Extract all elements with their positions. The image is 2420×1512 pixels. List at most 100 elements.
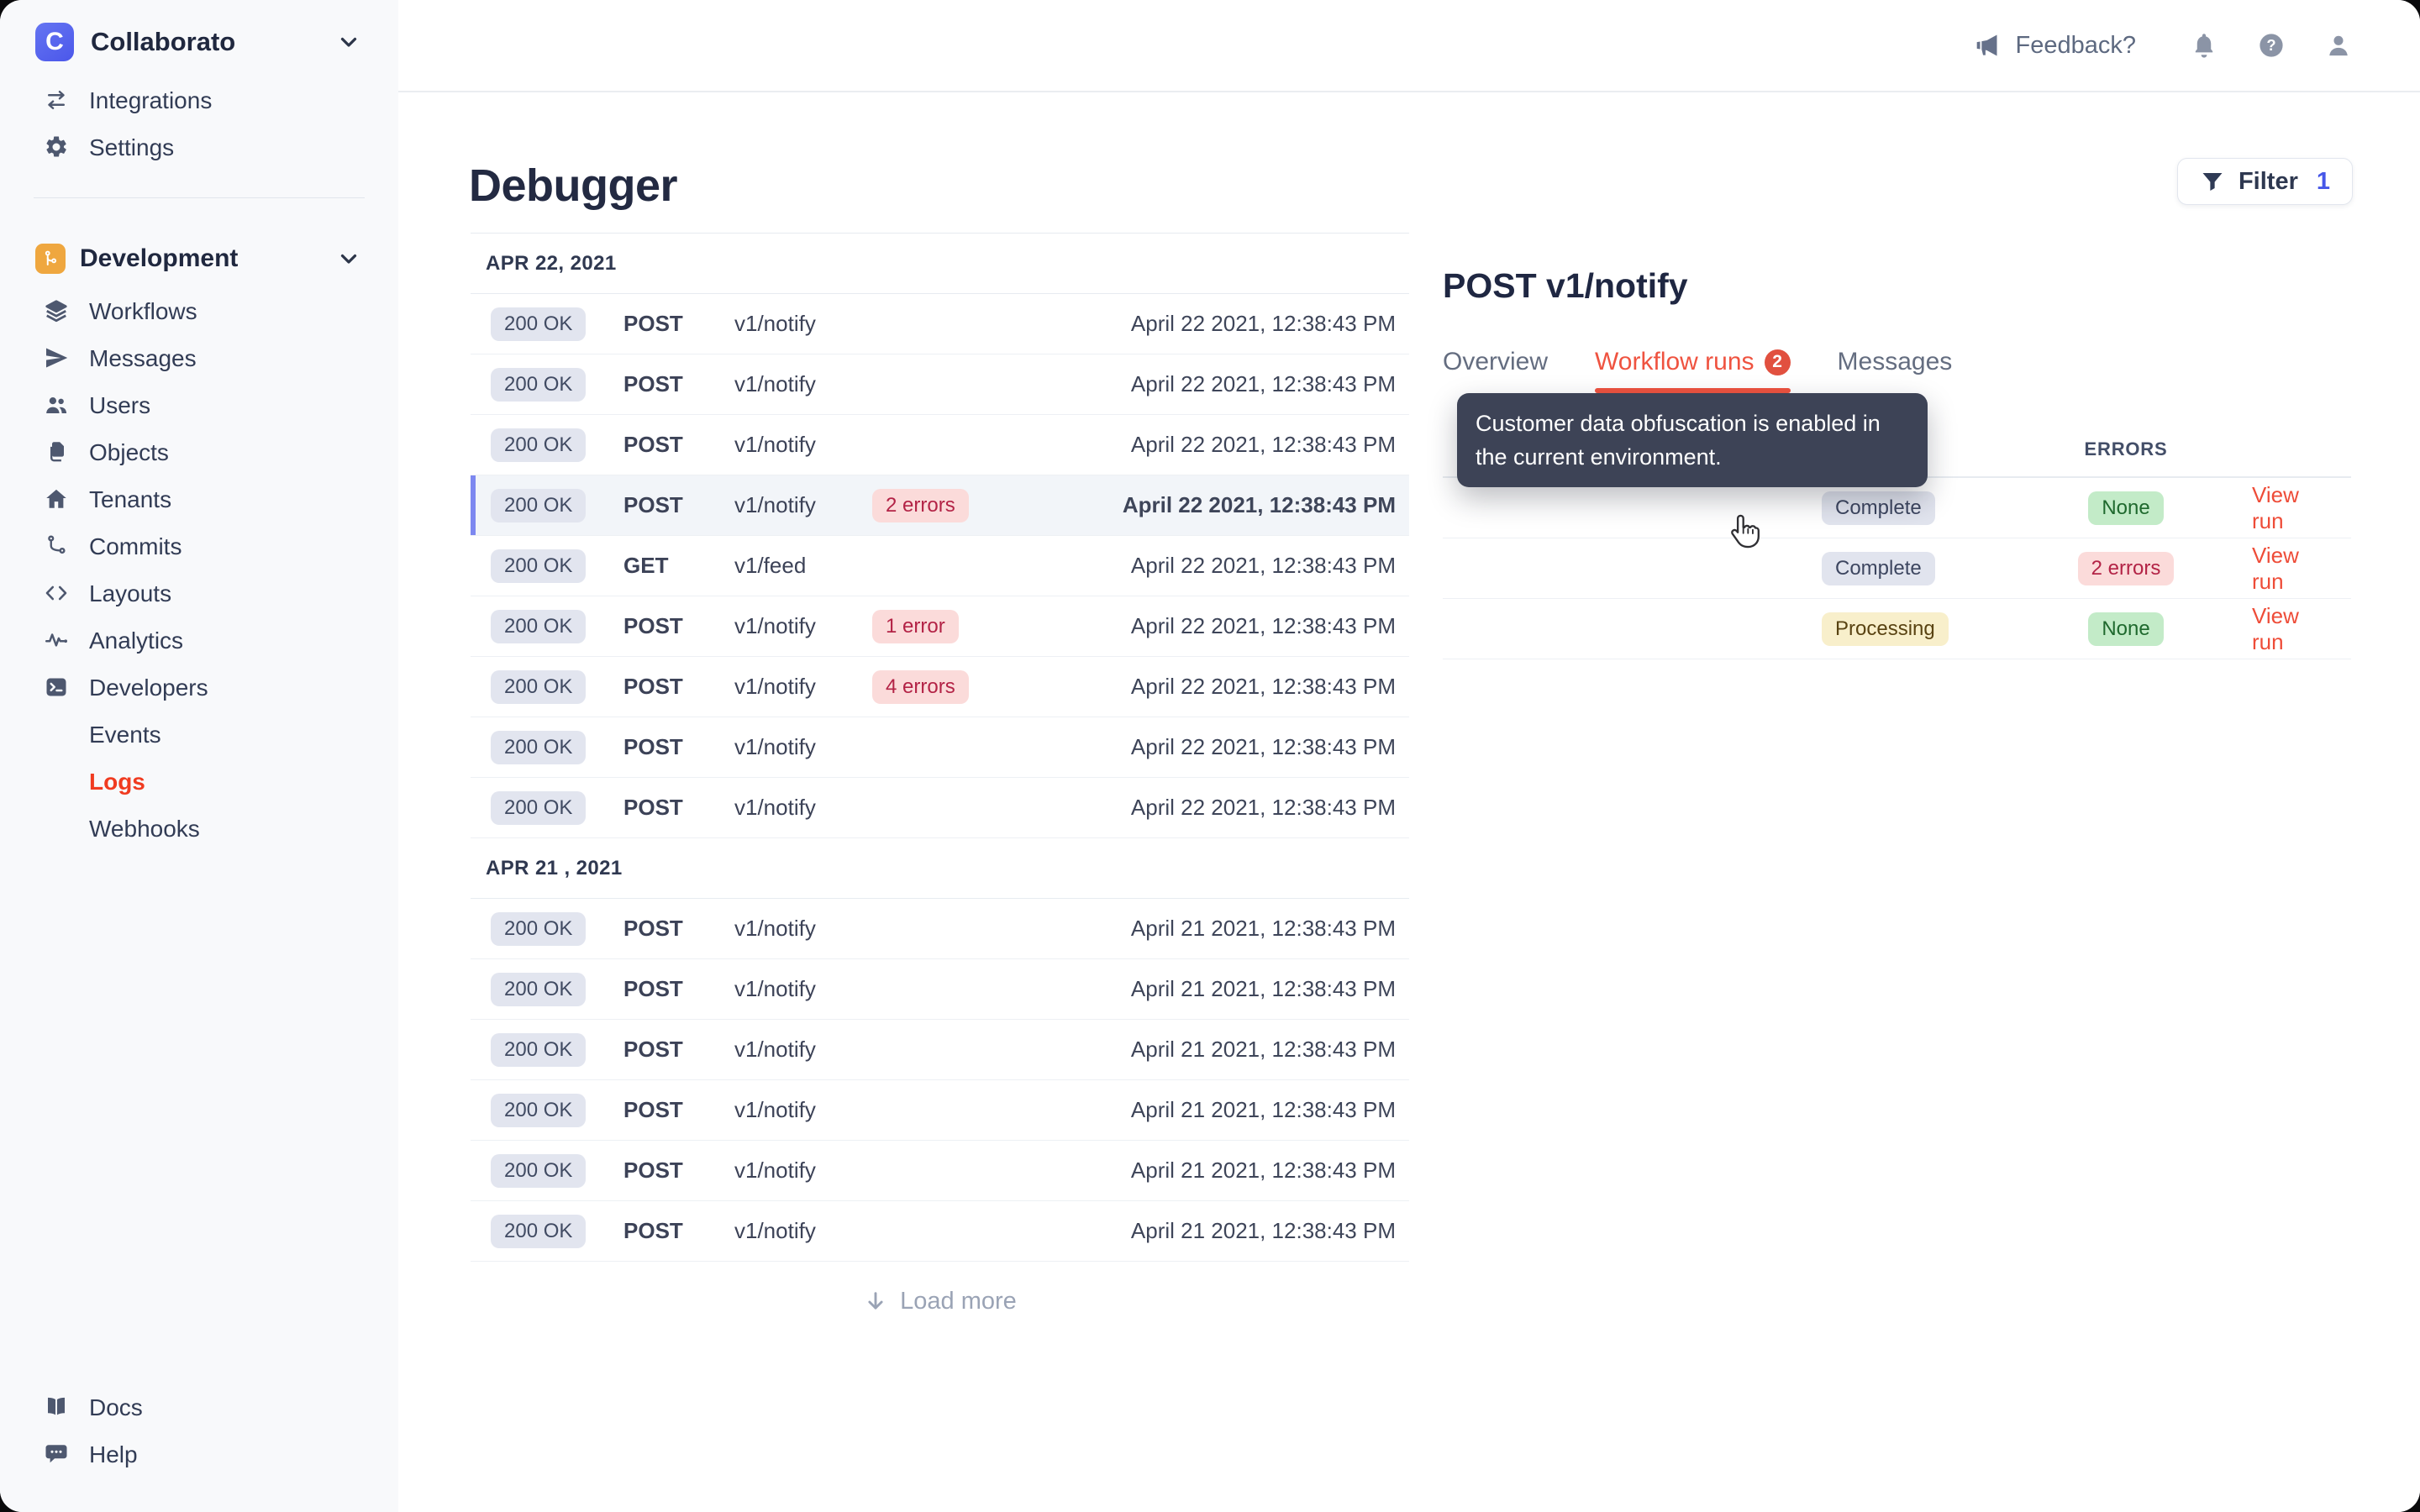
sidebar-item-analytics[interactable]: Analytics — [0, 617, 398, 664]
sidebar-item-messages[interactable]: Messages — [0, 335, 398, 382]
tab-overview[interactable]: Overview — [1443, 348, 1549, 375]
sidebar-item-events[interactable]: Events — [89, 722, 161, 748]
log-row[interactable]: 200 OK POST v1/notify April 21 2021, 12:… — [471, 899, 1409, 959]
tab-workflow-runs[interactable]: Workflow runs 2 — [1595, 345, 1791, 393]
view-run-link[interactable]: View run — [2252, 602, 2299, 654]
log-row[interactable]: 200 OK POST v1/notify April 22 2021, 12:… — [471, 415, 1409, 475]
filter-button[interactable]: Filter 1 — [2176, 158, 2353, 205]
sidebar-item-users[interactable]: Users — [0, 382, 398, 429]
log-row[interactable]: 200 OK POST v1/notify April 22 2021, 12:… — [471, 354, 1409, 415]
tab-messages[interactable]: Messages — [1837, 348, 1953, 375]
commits-icon — [44, 533, 71, 560]
tab-count-badge: 2 — [1764, 349, 1791, 375]
log-row[interactable]: 200 OK POST v1/notify April 22 2021, 12:… — [471, 778, 1409, 838]
request-path: v1/notify — [734, 311, 816, 336]
sidebar-item-tenants[interactable]: Tenants — [0, 476, 398, 523]
status-code-badge: 200 OK — [491, 609, 587, 643]
request-timestamp: April 22 2021, 12:38:43 PM — [1130, 311, 1396, 336]
sidebar-item-webhooks[interactable]: Webhooks — [89, 816, 200, 842]
sidebar-item-logs[interactable]: Logs — [89, 769, 145, 795]
sidebar-section-nav: Workflows Messages Users Objects Tenants… — [0, 288, 398, 853]
log-row[interactable]: 200 OK POST v1/notify April 21 2021, 12:… — [471, 959, 1409, 1020]
log-row[interactable]: 200 OK POST v1/notify 1 error April 22 2… — [471, 596, 1409, 657]
settings-icon — [44, 134, 71, 161]
sidebar-item-docs[interactable]: Docs — [0, 1384, 398, 1431]
request-path: v1/notify — [734, 1158, 816, 1183]
git-branch-icon — [35, 244, 66, 274]
request-timestamp: April 22 2021, 12:38:43 PM — [1130, 734, 1396, 759]
request-method: POST — [623, 1037, 683, 1062]
status-code-badge: 200 OK — [491, 307, 587, 341]
megaphone-icon — [1974, 31, 2002, 60]
obfuscation-tooltip: Customer data obfuscation is enabled in … — [1457, 393, 1928, 487]
analytics-icon — [44, 627, 71, 654]
sidebar-section-development[interactable]: Development — [0, 235, 398, 282]
help-circle-icon[interactable]: ? — [2257, 31, 2286, 60]
sidebar-item-objects[interactable]: Objects — [0, 429, 398, 476]
log-row[interactable]: 200 OK POST v1/notify April 21 2021, 12:… — [471, 1080, 1409, 1141]
request-path: v1/notify — [734, 734, 816, 759]
request-path: v1/notify — [734, 432, 816, 457]
view-run-link[interactable]: View run — [2252, 542, 2299, 594]
account-icon[interactable] — [2324, 31, 2353, 60]
log-row[interactable]: 200 OK POST v1/notify April 22 2021, 12:… — [471, 717, 1409, 778]
feedback-button[interactable]: Feedback? — [1974, 31, 2136, 60]
errors-badge: 4 errors — [872, 669, 969, 704]
filter-label: Filter — [2238, 167, 2298, 195]
request-method: GET — [623, 553, 669, 578]
sidebar-item-commits[interactable]: Commits — [0, 523, 398, 570]
request-timestamp: April 22 2021, 12:38:43 PM — [1130, 674, 1396, 699]
request-path: v1/notify — [734, 1097, 816, 1122]
workflow-run-row: Processing None View run — [1443, 599, 2351, 659]
status-code-badge: 200 OK — [491, 669, 587, 704]
sidebar-item-workflows[interactable]: Workflows — [0, 288, 398, 335]
log-row[interactable]: 200 OK POST v1/notify April 21 2021, 12:… — [471, 1141, 1409, 1201]
hand-cursor-icon — [1723, 512, 1765, 554]
sidebar-item-developers[interactable]: Developers — [0, 664, 398, 711]
date-header: APR 21 , 2021 — [471, 838, 1409, 899]
log-row[interactable]: 200 OK POST v1/notify 2 errors April 22 … — [471, 475, 1409, 536]
main-content: Debugger Filter 1 APR 22, 2021 200 OK PO… — [398, 92, 2420, 1512]
sidebar-item-help[interactable]: Help — [0, 1431, 398, 1478]
request-method: POST — [623, 1097, 683, 1122]
request-method: POST — [623, 916, 683, 941]
request-timestamp: April 22 2021, 12:38:43 PM — [1130, 553, 1396, 578]
workflows-icon — [44, 298, 71, 325]
log-row[interactable]: 200 OK GET v1/feed April 22 2021, 12:38:… — [471, 536, 1409, 596]
request-path: v1/notify — [734, 492, 816, 517]
sidebar-item-integrations[interactable]: Integrations — [0, 77, 398, 124]
request-timestamp: April 21 2021, 12:38:43 PM — [1130, 976, 1396, 1001]
request-path: v1/notify — [734, 916, 816, 941]
detail-tabs: Overview Workflow runs 2 Messages — [1443, 345, 1953, 393]
sidebar-item-layouts[interactable]: Layouts — [0, 570, 398, 617]
workspace-switcher[interactable]: C Collaborato — [0, 22, 398, 62]
load-more-button[interactable]: Load more — [471, 1264, 1409, 1338]
status-code-badge: 200 OK — [491, 911, 587, 946]
request-timestamp: April 22 2021, 12:38:43 PM — [1130, 432, 1396, 457]
log-list: APR 22, 2021 200 OK POST v1/notify April… — [471, 233, 1409, 1262]
status-code-badge: 200 OK — [491, 1153, 587, 1188]
log-section: APR 21 , 2021 200 OK POST v1/notify Apri… — [471, 838, 1409, 1262]
status-code-badge: 200 OK — [491, 730, 587, 764]
view-run-link[interactable]: View run — [2252, 481, 2299, 533]
status-code-badge: 200 OK — [491, 1032, 587, 1067]
request-timestamp: April 21 2021, 12:38:43 PM — [1130, 916, 1396, 941]
request-method: POST — [623, 1218, 683, 1243]
notifications-bell-icon[interactable] — [2190, 31, 2218, 60]
developers-icon — [44, 675, 71, 701]
request-timestamp: April 21 2021, 12:38:43 PM — [1130, 1158, 1396, 1183]
log-row[interactable]: 200 OK POST v1/notify 4 errors April 22 … — [471, 657, 1409, 717]
request-timestamp: April 21 2021, 12:38:43 PM — [1130, 1097, 1396, 1122]
run-errors-badge: 2 errors — [2077, 551, 2175, 585]
help-icon — [44, 1441, 71, 1468]
log-row[interactable]: 200 OK POST v1/notify April 22 2021, 12:… — [471, 294, 1409, 354]
log-row[interactable]: 200 OK POST v1/notify April 21 2021, 12:… — [471, 1020, 1409, 1080]
workflow-run-row: Complete None View run — [1443, 478, 2351, 548]
layouts-icon — [44, 580, 71, 607]
workspace-logo-icon: C — [35, 23, 74, 61]
sidebar-item-settings[interactable]: Settings — [0, 124, 398, 171]
run-status-badge: Complete — [1822, 491, 1935, 525]
request-method: POST — [623, 371, 683, 396]
log-row[interactable]: 200 OK POST v1/notify April 21 2021, 12:… — [471, 1201, 1409, 1262]
